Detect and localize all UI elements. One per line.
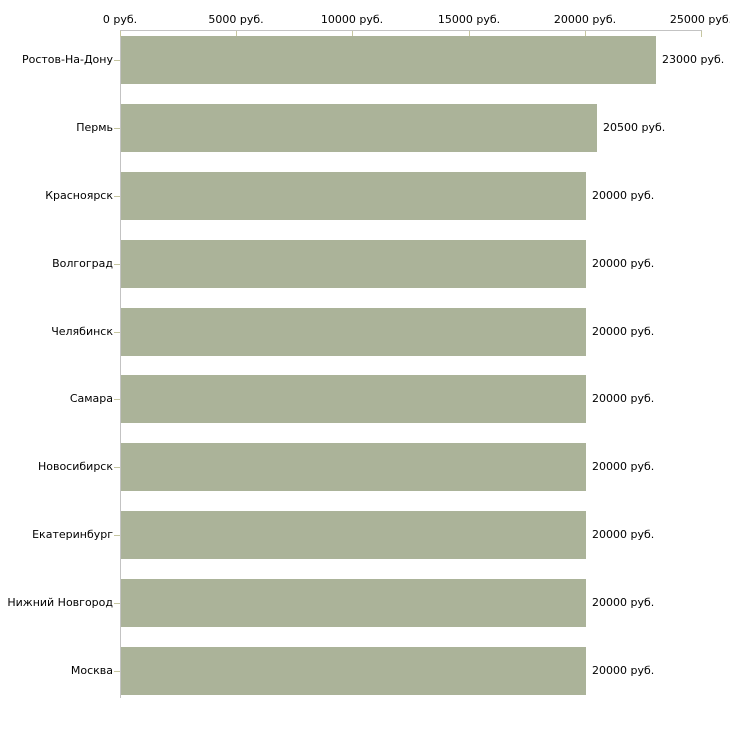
category-label: Новосибирск: [37, 460, 113, 473]
y-axis-tick: [114, 467, 120, 468]
x-axis-tick-label: 0 руб.: [102, 13, 138, 26]
y-axis-tick: [114, 535, 120, 536]
value-label: 20000 руб.: [592, 664, 655, 677]
bar: [121, 579, 586, 627]
value-label: 20500 руб.: [603, 121, 666, 134]
x-axis-tick: [585, 31, 586, 37]
value-label: 20000 руб.: [592, 392, 655, 405]
value-label: 23000 руб.: [662, 53, 725, 66]
y-axis-tick: [114, 128, 120, 129]
bar: [121, 172, 586, 220]
value-label: 20000 руб.: [592, 460, 655, 473]
bar: [121, 240, 586, 288]
bar: [121, 104, 597, 152]
value-label: 20000 руб.: [592, 596, 655, 609]
value-label: 20000 руб.: [592, 189, 655, 202]
y-axis-tick: [114, 196, 120, 197]
value-label: 20000 руб.: [592, 257, 655, 270]
category-label: Ростов-На-Дону: [21, 53, 113, 66]
x-axis-tick-label: 10000 руб.: [320, 13, 384, 26]
category-label: Пермь: [76, 121, 113, 134]
y-axis-line: [120, 30, 121, 698]
x-axis-tick: [469, 31, 470, 37]
bar: [121, 647, 586, 695]
bar: [121, 375, 586, 423]
bar: [121, 511, 586, 559]
bar: [121, 36, 656, 84]
value-label: 20000 руб.: [592, 528, 655, 541]
x-axis-tick: [236, 31, 237, 37]
bar: [121, 443, 586, 491]
category-label: Самара: [69, 392, 113, 405]
category-label: Екатеринбург: [32, 528, 113, 541]
y-axis-tick: [114, 264, 120, 265]
y-axis-tick: [114, 603, 120, 604]
category-label: Челябинск: [51, 325, 113, 338]
x-axis-tick-label: 5000 руб.: [208, 13, 264, 26]
y-axis-tick: [114, 399, 120, 400]
y-axis-tick: [114, 332, 120, 333]
x-axis-tick-label: 25000 руб.: [669, 13, 730, 26]
category-label: Красноярск: [45, 189, 113, 202]
category-label: Волгоград: [52, 257, 113, 270]
x-axis-tick-label: 20000 руб.: [553, 13, 617, 26]
x-axis-line: [120, 30, 702, 31]
category-label: Москва: [70, 664, 113, 677]
x-axis-tick-label: 15000 руб.: [437, 13, 501, 26]
x-axis-tick: [120, 31, 121, 37]
y-axis-tick: [114, 60, 120, 61]
x-axis-tick: [352, 31, 353, 37]
category-label: Нижний Новгород: [7, 596, 113, 609]
value-label: 20000 руб.: [592, 325, 655, 338]
bar: [121, 308, 586, 356]
y-axis-tick: [114, 671, 120, 672]
x-axis-tick: [701, 31, 702, 37]
